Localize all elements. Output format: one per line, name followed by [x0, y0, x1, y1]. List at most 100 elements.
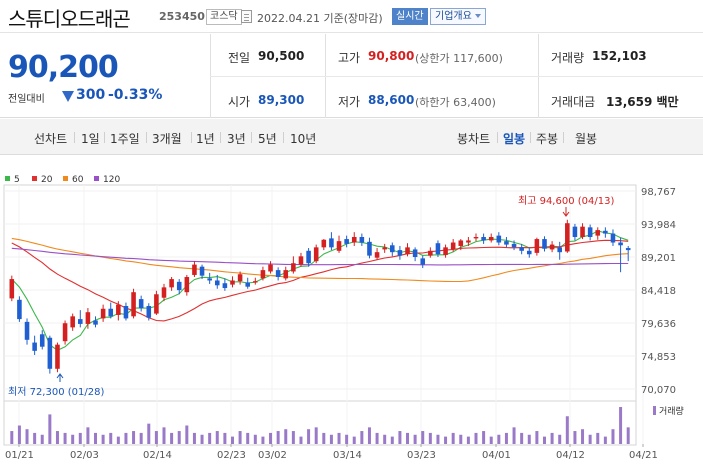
price-chart[interactable]: 5 20 60 120 98,767 93,984 89,201 84,418 79,6…	[0, 155, 703, 466]
volume-bar	[550, 432, 554, 444]
ma20-legend: 20	[41, 175, 53, 185]
candle-body	[268, 264, 273, 272]
high-value: 90,800	[368, 49, 415, 63]
volume-bar	[565, 416, 569, 444]
ma5-swatch	[5, 176, 10, 181]
candle-body	[382, 247, 387, 250]
open-value: 89,300	[258, 93, 305, 107]
period-5y[interactable]: 5년	[258, 132, 277, 146]
candle-body	[313, 247, 319, 262]
candle-weekly[interactable]: 주봉	[536, 132, 559, 146]
ma120-line	[11, 247, 629, 266]
divider	[104, 132, 105, 143]
candle-body	[443, 247, 448, 255]
volume-bar	[596, 432, 600, 444]
volume-bar	[63, 432, 67, 444]
volume-bar	[116, 436, 120, 444]
volume-bar	[512, 427, 516, 444]
candle-body	[283, 270, 289, 279]
candle-body	[138, 299, 144, 309]
volume-bar	[459, 434, 463, 444]
x-tick-label: 04/21	[629, 450, 658, 461]
volume-bar	[337, 432, 341, 444]
volume-bar	[177, 431, 181, 444]
candle-body	[488, 237, 494, 241]
candle-daily[interactable]: 일봉	[503, 132, 526, 146]
volume-bar	[542, 436, 546, 444]
candle-body	[458, 240, 464, 246]
volume-bar	[375, 432, 379, 444]
moving-average-lines	[11, 230, 629, 351]
volume-bar	[94, 432, 98, 444]
change-label: 전일대비	[8, 94, 45, 105]
volume-bar	[314, 427, 318, 444]
volume-bar	[588, 434, 592, 444]
realtime-button[interactable]: 실시간	[392, 8, 428, 25]
candle-body	[534, 239, 540, 253]
candle-body	[24, 321, 30, 340]
ma120-swatch	[94, 176, 99, 181]
candle-body	[154, 294, 159, 314]
divider	[497, 132, 498, 143]
volume-bar	[139, 432, 143, 444]
candle-body	[214, 280, 220, 286]
candle-body	[32, 342, 37, 351]
low-value: 88,600	[368, 93, 415, 107]
document-icon[interactable]	[241, 10, 252, 23]
volume-plot-area	[3, 400, 637, 446]
candle-body	[169, 279, 174, 288]
divider	[191, 132, 192, 143]
divider	[146, 132, 147, 143]
period-1d[interactable]: 1일	[81, 132, 100, 146]
candle-body	[595, 230, 601, 236]
candle-body	[78, 319, 83, 324]
volume-bar	[10, 431, 14, 444]
company-overview-button[interactable]: 기업개요	[430, 8, 486, 25]
max-arrow-icon	[562, 211, 570, 217]
volume-bar	[261, 436, 265, 444]
period-10y[interactable]: 10년	[290, 132, 317, 146]
period-1w[interactable]: 1주일	[110, 132, 140, 146]
x-tick-label: 01/21	[5, 450, 34, 461]
candle-body	[435, 243, 441, 255]
y-tick-label: 74,853	[641, 352, 676, 363]
upper-limit: (상한가 117,600)	[415, 52, 503, 65]
x-tick-label: 02/03	[70, 450, 99, 461]
stock-name: 스튜디오드래곤	[8, 7, 131, 31]
candle-body	[131, 292, 136, 317]
volume-bar	[78, 432, 82, 444]
low-label: 저가	[338, 95, 361, 109]
line-chart-label: 선차트	[34, 132, 68, 146]
candle-body	[237, 274, 243, 282]
divider	[283, 132, 284, 143]
company-overview-label: 기업개요	[435, 11, 472, 22]
chevron-down-icon	[474, 14, 481, 18]
candle-body	[367, 241, 372, 256]
candle-monthly[interactable]: 월봉	[575, 132, 598, 146]
y-tick-label: 70,070	[641, 385, 676, 396]
candle-body	[275, 270, 281, 278]
volume-bar	[71, 434, 75, 444]
volume-bar	[436, 434, 440, 444]
volume-bar	[428, 432, 432, 444]
volume-bar	[124, 432, 128, 444]
volume-bar	[307, 429, 311, 444]
x-tick-label: 04/12	[556, 450, 585, 461]
volume-bar	[208, 432, 212, 444]
candle-body	[572, 226, 578, 238]
volume-bar	[581, 429, 585, 444]
volume-legend-swatch	[653, 406, 656, 415]
stock-header: 스튜디오드래곤 253450 코스닥 2022.04.21 기준(장마감) 실시…	[0, 0, 703, 33]
period-1y[interactable]: 1년	[196, 132, 215, 146]
volume-bar	[322, 432, 326, 444]
period-3m[interactable]: 3개월	[152, 132, 182, 146]
max-annotation: 최고 94,600 (04/13)	[518, 195, 614, 207]
period-3y[interactable]: 3년	[227, 132, 246, 146]
candle-body	[321, 239, 327, 248]
candle-body	[55, 344, 60, 369]
volume-bar	[406, 432, 410, 444]
volume-bar	[360, 431, 364, 444]
volume-bar	[132, 431, 136, 444]
high-label: 고가	[338, 51, 361, 65]
ma60-line	[11, 237, 629, 283]
